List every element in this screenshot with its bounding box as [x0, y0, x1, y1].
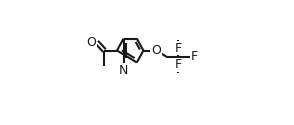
Text: F: F	[191, 50, 198, 63]
Text: O: O	[151, 44, 161, 57]
Text: F: F	[175, 58, 182, 71]
Text: O: O	[86, 36, 96, 49]
Text: N: N	[119, 64, 128, 77]
Text: F: F	[175, 42, 182, 54]
